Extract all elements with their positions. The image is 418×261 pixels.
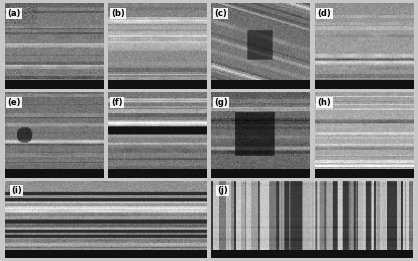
Text: (j): (j) bbox=[217, 186, 228, 195]
Text: (b): (b) bbox=[111, 9, 125, 18]
Text: (a): (a) bbox=[8, 9, 21, 18]
Text: (i): (i) bbox=[11, 186, 22, 195]
Text: (c): (c) bbox=[214, 9, 227, 18]
Text: (h): (h) bbox=[318, 98, 331, 107]
Text: (e): (e) bbox=[8, 98, 21, 107]
Text: (f): (f) bbox=[111, 98, 122, 107]
Text: (d): (d) bbox=[318, 9, 331, 18]
Text: (g): (g) bbox=[214, 98, 228, 107]
